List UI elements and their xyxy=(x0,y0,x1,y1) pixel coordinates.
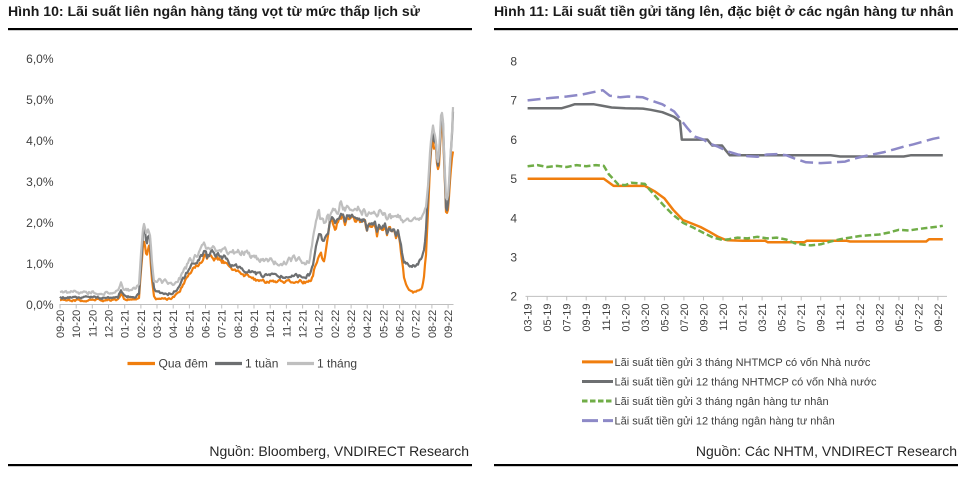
svg-text:08-21: 08-21 xyxy=(233,310,245,338)
svg-text:7: 7 xyxy=(510,94,517,108)
svg-text:01-21: 01-21 xyxy=(120,310,132,338)
svg-text:09-21: 09-21 xyxy=(249,310,261,338)
svg-text:05-20: 05-20 xyxy=(659,304,671,332)
svg-text:09-22: 09-22 xyxy=(933,304,945,332)
svg-text:07-19: 07-19 xyxy=(562,304,574,332)
svg-text:05-21: 05-21 xyxy=(184,310,196,338)
svg-text:07-21: 07-21 xyxy=(796,304,808,332)
svg-text:Hình 10: Lãi suất liên ngân hà: Hình 10: Lãi suất liên ngân hàng tăng vọ… xyxy=(8,3,421,19)
svg-text:11-19: 11-19 xyxy=(601,304,613,331)
svg-text:Nguồn: Bloomberg, VNDIRECT Res: Nguồn: Bloomberg, VNDIRECT Research xyxy=(209,443,469,459)
svg-text:07-20: 07-20 xyxy=(679,304,691,332)
svg-text:03-21: 03-21 xyxy=(757,304,769,332)
svg-text:Lãi suất tiền gửi 3 tháng NHTM: Lãi suất tiền gửi 3 tháng NHTMCP có vốn … xyxy=(615,357,871,369)
svg-text:4,0%: 4,0% xyxy=(26,134,54,148)
svg-text:10-20: 10-20 xyxy=(71,310,83,338)
svg-text:09-20: 09-20 xyxy=(699,304,711,332)
svg-text:03-21: 03-21 xyxy=(152,310,164,338)
svg-text:2,0%: 2,0% xyxy=(26,216,54,230)
svg-text:Lãi suất tiền gửi 12 tháng NHT: Lãi suất tiền gửi 12 tháng NHTMCP có vốn… xyxy=(615,377,878,389)
svg-text:11-20: 11-20 xyxy=(87,310,99,337)
svg-text:09-22: 09-22 xyxy=(443,310,455,338)
svg-text:1 tuần: 1 tuần xyxy=(245,357,278,371)
svg-text:05-22: 05-22 xyxy=(378,310,390,338)
svg-text:01-22: 01-22 xyxy=(855,304,867,332)
svg-text:5,0%: 5,0% xyxy=(26,93,54,107)
svg-text:01-21: 01-21 xyxy=(738,304,750,332)
svg-text:4: 4 xyxy=(510,211,517,225)
svg-text:04-21: 04-21 xyxy=(168,310,180,338)
svg-text:07-22: 07-22 xyxy=(411,310,423,338)
svg-text:03-22: 03-22 xyxy=(346,310,358,338)
svg-text:01-22: 01-22 xyxy=(314,310,326,338)
svg-text:6,0%: 6,0% xyxy=(26,52,54,66)
svg-text:04-22: 04-22 xyxy=(362,310,374,338)
svg-text:Hình 11: Lãi suất tiền gửi tăn: Hình 11: Lãi suất tiền gửi tăng lên, đặc… xyxy=(494,3,954,19)
svg-text:09-20: 09-20 xyxy=(55,310,67,338)
svg-text:5: 5 xyxy=(510,172,517,186)
svg-text:03-20: 03-20 xyxy=(640,304,652,332)
svg-text:8: 8 xyxy=(510,55,517,69)
svg-text:2: 2 xyxy=(510,290,517,304)
svg-text:0,0%: 0,0% xyxy=(26,298,54,312)
svg-text:10-21: 10-21 xyxy=(265,310,277,338)
svg-text:3,0%: 3,0% xyxy=(26,175,54,189)
svg-text:08-22: 08-22 xyxy=(427,310,439,338)
svg-text:09-19: 09-19 xyxy=(581,304,593,332)
svg-text:3: 3 xyxy=(510,251,517,265)
svg-text:1,0%: 1,0% xyxy=(26,257,54,271)
svg-text:05-22: 05-22 xyxy=(894,304,906,332)
svg-text:05-19: 05-19 xyxy=(542,304,554,332)
svg-text:05-21: 05-21 xyxy=(777,304,789,332)
svg-text:03-22: 03-22 xyxy=(874,304,886,332)
svg-text:11-21: 11-21 xyxy=(835,304,847,331)
svg-text:11-21: 11-21 xyxy=(281,310,293,337)
svg-text:Lãi suất tiền gửi 12 tháng ng: Lãi suất tiền gửi 12 tháng ngân hàng tư … xyxy=(615,416,835,428)
svg-text:09-21: 09-21 xyxy=(816,304,828,332)
svg-text:6: 6 xyxy=(510,133,517,147)
svg-text:1 tháng: 1 tháng xyxy=(317,357,357,371)
svg-text:01-20: 01-20 xyxy=(620,304,632,332)
svg-text:Nguồn: Các NHTM, VNDIRECT Rese: Nguồn: Các NHTM, VNDIRECT Research xyxy=(696,443,957,459)
svg-text:12-20: 12-20 xyxy=(104,310,116,338)
svg-text:11-20: 11-20 xyxy=(718,304,730,331)
svg-text:06-22: 06-22 xyxy=(395,310,407,338)
svg-text:02-21: 02-21 xyxy=(136,310,148,338)
svg-text:07-22: 07-22 xyxy=(913,304,925,332)
svg-text:Qua đêm: Qua đêm xyxy=(159,357,208,371)
svg-text:06-21: 06-21 xyxy=(201,310,213,338)
svg-text:12-21: 12-21 xyxy=(298,310,310,338)
svg-text:03-19: 03-19 xyxy=(523,304,535,332)
svg-text:Lãi suất tiền gửi 3 tháng ngâ: Lãi suất tiền gửi 3 tháng ngân hàng tư n… xyxy=(615,396,829,408)
svg-text:02-22: 02-22 xyxy=(330,310,342,338)
svg-text:07-21: 07-21 xyxy=(217,310,229,338)
